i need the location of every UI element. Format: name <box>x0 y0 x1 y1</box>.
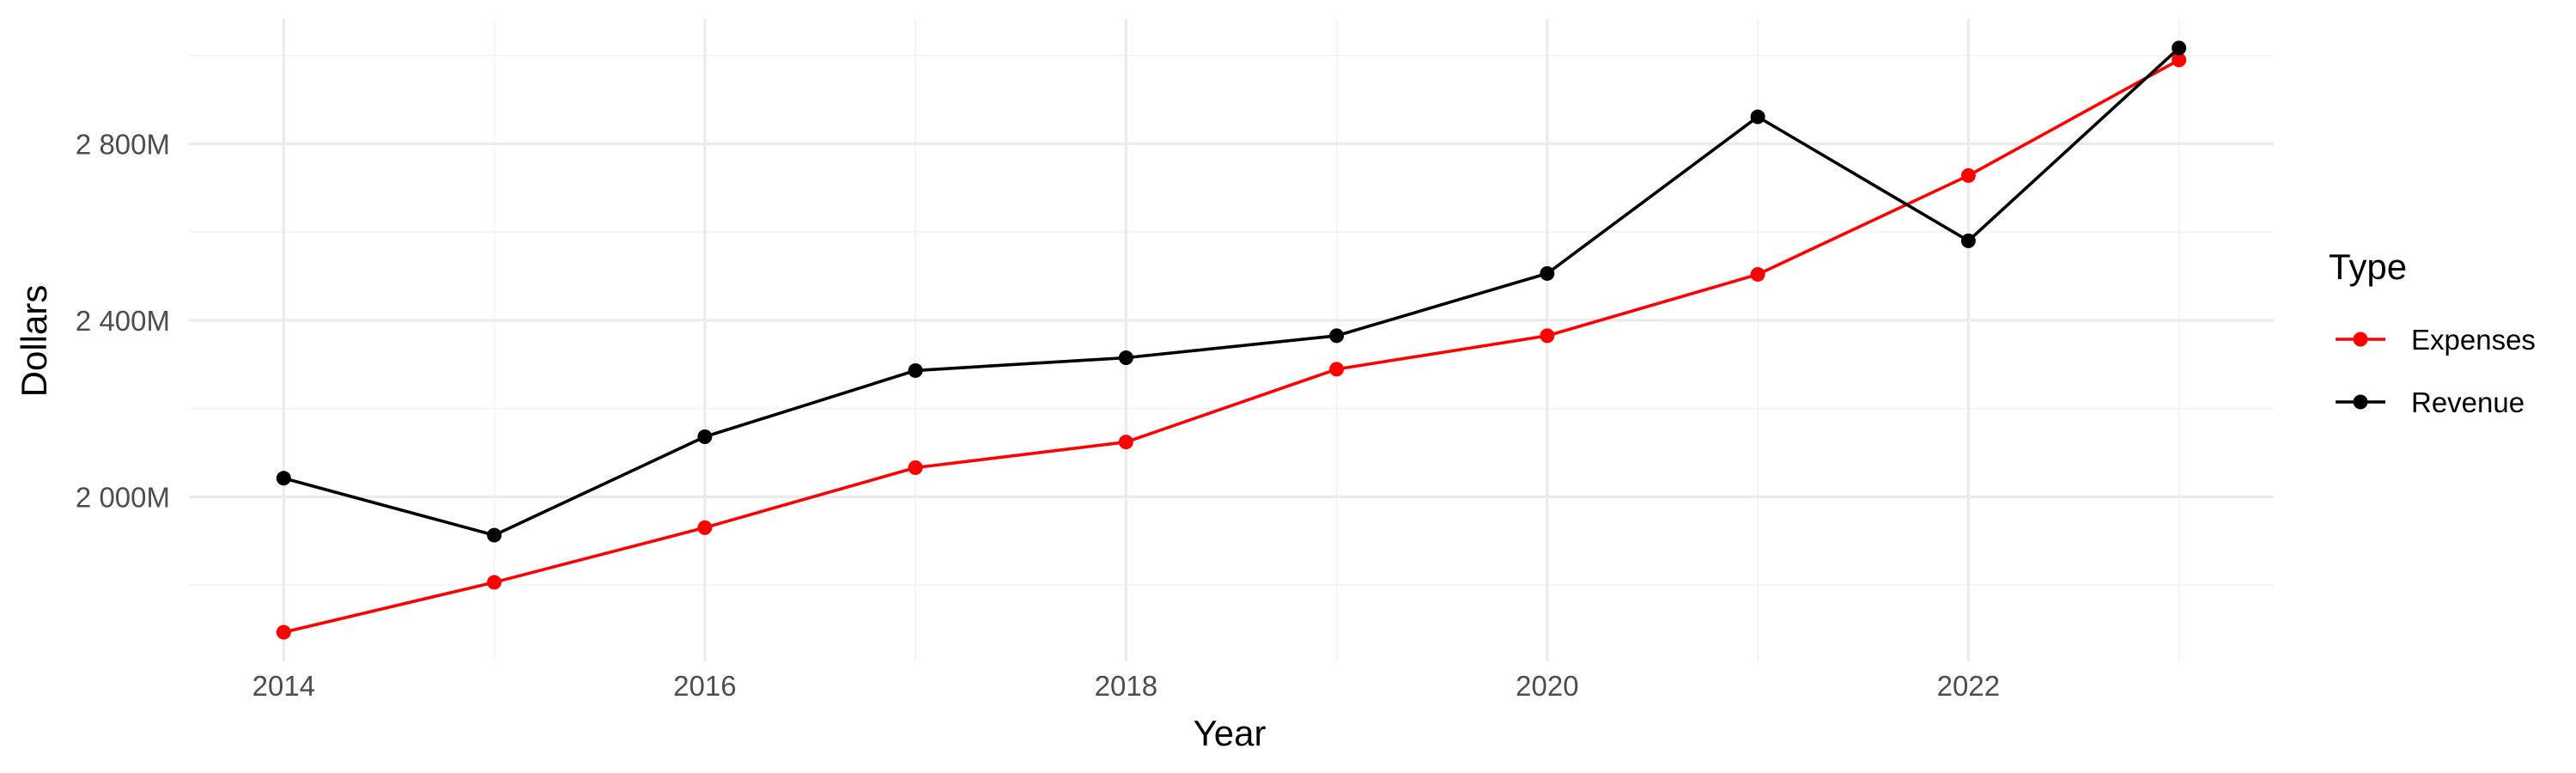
x-axis-title: Year <box>1194 713 1267 753</box>
expenses-point <box>1329 362 1345 377</box>
revenue-point <box>1329 328 1345 344</box>
series-layer <box>276 40 2187 640</box>
revenue-point <box>1960 233 1976 248</box>
series-revenue <box>276 40 2187 543</box>
legend-key-point <box>2353 394 2368 410</box>
revenue-point <box>908 362 923 378</box>
x-tick-label: 2016 <box>673 670 736 702</box>
expenses-point <box>276 624 291 640</box>
y-tick-label: 2 400M <box>76 305 170 337</box>
x-tick-label: 2018 <box>1095 670 1157 702</box>
revenue-line <box>283 46 2180 537</box>
revenue-point <box>1750 109 1765 125</box>
y-axis-ticks: 2 000M 2 400M 2 800M <box>76 128 170 513</box>
legend-title: Type <box>2329 247 2407 287</box>
x-axis-ticks: 2014 2016 2018 2020 2022 <box>252 670 2000 702</box>
expenses-point <box>1118 435 1133 450</box>
revenue-point <box>1540 265 1555 281</box>
legend: Type Expenses Revenue <box>2329 247 2536 418</box>
grid <box>189 19 2274 661</box>
expenses-point <box>1540 328 1555 344</box>
y-tick-label: 2 000M <box>76 481 170 513</box>
revenue-point <box>2172 40 2187 56</box>
expenses-point <box>908 460 923 475</box>
revenue-point <box>276 471 291 486</box>
expenses-point <box>487 575 502 590</box>
legend-item-expenses: Expenses <box>2336 324 2536 356</box>
revenue-point <box>1118 350 1133 366</box>
legend-key-point <box>2353 332 2368 347</box>
expenses-point <box>1750 266 1765 282</box>
x-tick-label: 2020 <box>1516 670 1578 702</box>
legend-label: Expenses <box>2411 324 2536 356</box>
legend-label: Revenue <box>2411 386 2524 418</box>
expenses-point <box>2172 52 2187 68</box>
expenses-point <box>697 520 713 535</box>
legend-item-revenue: Revenue <box>2336 386 2524 418</box>
legend-items: Expenses Revenue <box>2336 324 2536 418</box>
y-tick-label: 2 800M <box>76 128 170 160</box>
x-tick-label: 2022 <box>1937 670 2000 702</box>
revenue-point <box>697 429 713 445</box>
expenses-line <box>283 58 2180 634</box>
x-tick-label: 2014 <box>252 670 315 702</box>
revenue-point <box>487 527 502 543</box>
series-expenses <box>276 52 2187 640</box>
y-axis-title: Dollars <box>14 285 54 398</box>
expenses-point <box>1960 167 1976 183</box>
